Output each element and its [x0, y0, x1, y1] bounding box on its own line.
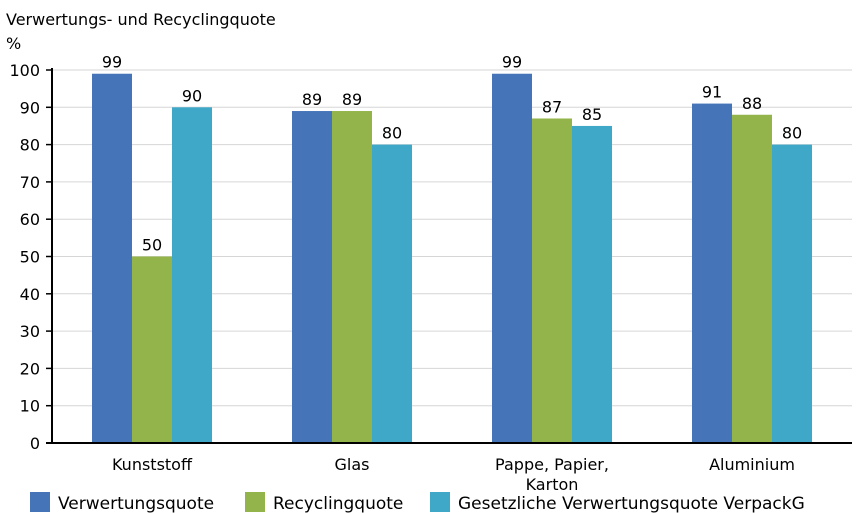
bar — [492, 73, 532, 443]
legend-swatch — [430, 492, 450, 512]
bar — [732, 114, 772, 443]
data-label: 89 — [342, 90, 362, 109]
bar — [692, 103, 732, 443]
data-label: 80 — [782, 124, 802, 143]
data-label: 99 — [102, 53, 122, 72]
y-tick-label: 50 — [20, 248, 40, 267]
bar — [572, 125, 612, 443]
chart-title: Verwertungs- und Recyclingquote — [6, 10, 276, 29]
data-label: 50 — [142, 236, 162, 255]
y-tick-label: 60 — [20, 210, 40, 229]
legend: Verwertungsquote Recyclingquote Gesetzlich… — [30, 492, 805, 513]
bar — [292, 111, 332, 443]
x-tick-label: Kunststoff — [112, 455, 193, 474]
x-tick-label: Aluminium — [709, 455, 795, 474]
data-label: 89 — [302, 90, 322, 109]
legend-swatch — [245, 492, 265, 512]
legend-label: Recyclingquote — [273, 494, 403, 513]
data-label: 91 — [702, 83, 722, 102]
legend-swatch — [30, 492, 50, 512]
x-tick-label: Pappe, Papier, — [495, 455, 609, 474]
bar — [132, 256, 172, 443]
data-labels-group: 99 50 90 89 89 80 99 87 85 91 88 80 — [102, 53, 802, 255]
data-label: 87 — [542, 97, 562, 116]
axes-group: 0 10 20 30 40 50 60 70 80 90 100 Kunststoff Glas Papp… — [9, 61, 852, 494]
y-tick-label: 30 — [20, 322, 40, 341]
y-tick-label: 80 — [20, 136, 40, 155]
y-tick-label: 0 — [30, 434, 40, 453]
data-label: 80 — [382, 124, 402, 143]
y-tick-label: 40 — [20, 285, 40, 304]
data-label: 85 — [582, 105, 602, 124]
y-tick-label: 70 — [20, 173, 40, 192]
data-label: 99 — [502, 53, 522, 72]
bar — [92, 73, 132, 443]
bar — [172, 107, 212, 444]
bar — [372, 144, 412, 443]
bar — [332, 111, 372, 443]
data-label: 88 — [742, 94, 762, 113]
bars-group — [92, 73, 812, 444]
data-label: 90 — [182, 86, 202, 105]
bar — [772, 144, 812, 443]
x-tick-label: Karton — [526, 475, 579, 494]
y-tick-label: 10 — [20, 397, 40, 416]
y-tick-label: 100 — [9, 61, 40, 80]
bar — [532, 118, 572, 444]
legend-label: Gesetzliche Verwertungsquote VerpackG — [458, 494, 805, 513]
x-tick-label: Glas — [335, 455, 370, 474]
y-axis-unit-label: % — [6, 34, 21, 53]
y-tick-label: 20 — [20, 359, 40, 378]
legend-label: Verwertungsquote — [58, 494, 214, 513]
y-tick-label: 90 — [20, 98, 40, 117]
